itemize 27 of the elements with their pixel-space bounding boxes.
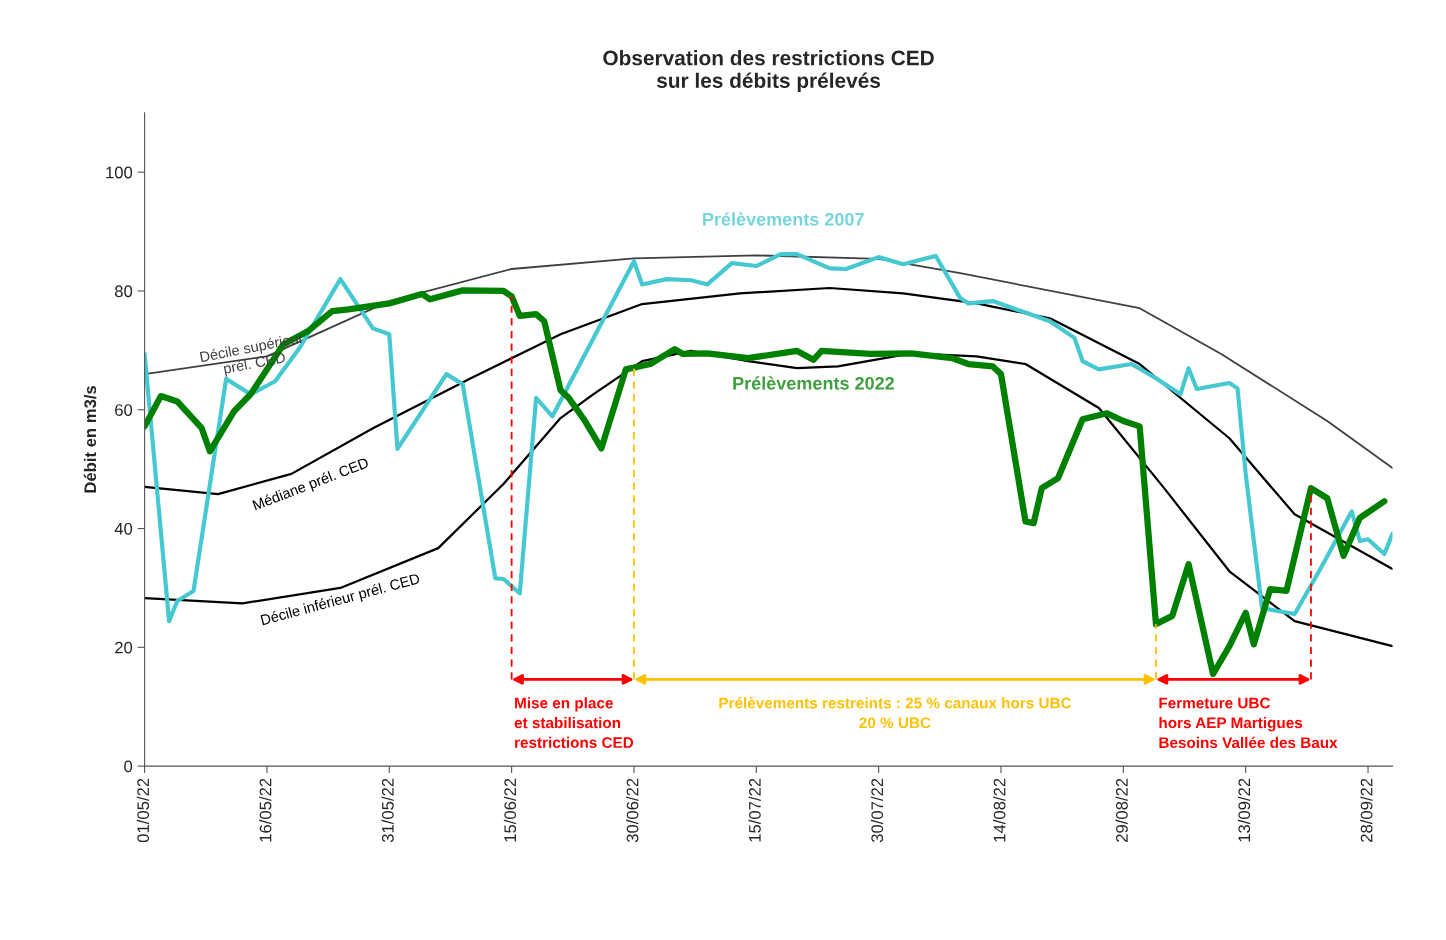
x-tick-label: 30/07/22 <box>870 778 884 843</box>
chart-title: Observation des restrictions CED sur les débits prélevés <box>603 50 934 93</box>
x-tick-label: 28/09/22 <box>1360 778 1373 842</box>
annotation: Prélèvements restreints : 25 % canaux hors UBC 20 % UBC <box>719 697 1072 729</box>
y-tick-label: 0 <box>124 760 133 773</box>
y-tick-label: 80 <box>114 285 133 298</box>
x-tick-label: 15/06/22 <box>503 778 517 842</box>
annotation: Mise en place et stabilisation restrictions CED <box>514 697 634 748</box>
series-label: Prélèvements 2022 <box>733 376 894 390</box>
series-label: Prélèvements 2007 <box>703 212 864 226</box>
y-tick-label: 60 <box>115 404 133 416</box>
x-tick-label: 13/09/22 <box>1237 778 1251 842</box>
line-series <box>144 252 1393 624</box>
y-tick-label: 40 <box>114 522 133 535</box>
x-tick-label: 16/05/22 <box>259 778 272 842</box>
x-tick-label: 30/06/22 <box>626 778 639 843</box>
y-tick-label: 20 <box>115 641 133 654</box>
y-axis-title: Débit en m3/s <box>83 385 97 493</box>
x-tick-label: 14/08/22 <box>993 778 1006 842</box>
annotation: Fermeture UBC hors AEP Martigues Besoins Vallée des Baux <box>1159 697 1338 749</box>
text: Décile inférieur prél. CED <box>260 572 421 629</box>
x-tick-label: 29/08/22 <box>1115 778 1128 842</box>
x-tick-label: 31/05/22 <box>381 778 394 843</box>
x-tick-label: 15/07/22 <box>748 778 761 842</box>
line-series <box>144 286 1393 571</box>
x-tick-label: 01/05/22 <box>136 778 150 843</box>
y-tick-label: 100 <box>106 166 133 179</box>
